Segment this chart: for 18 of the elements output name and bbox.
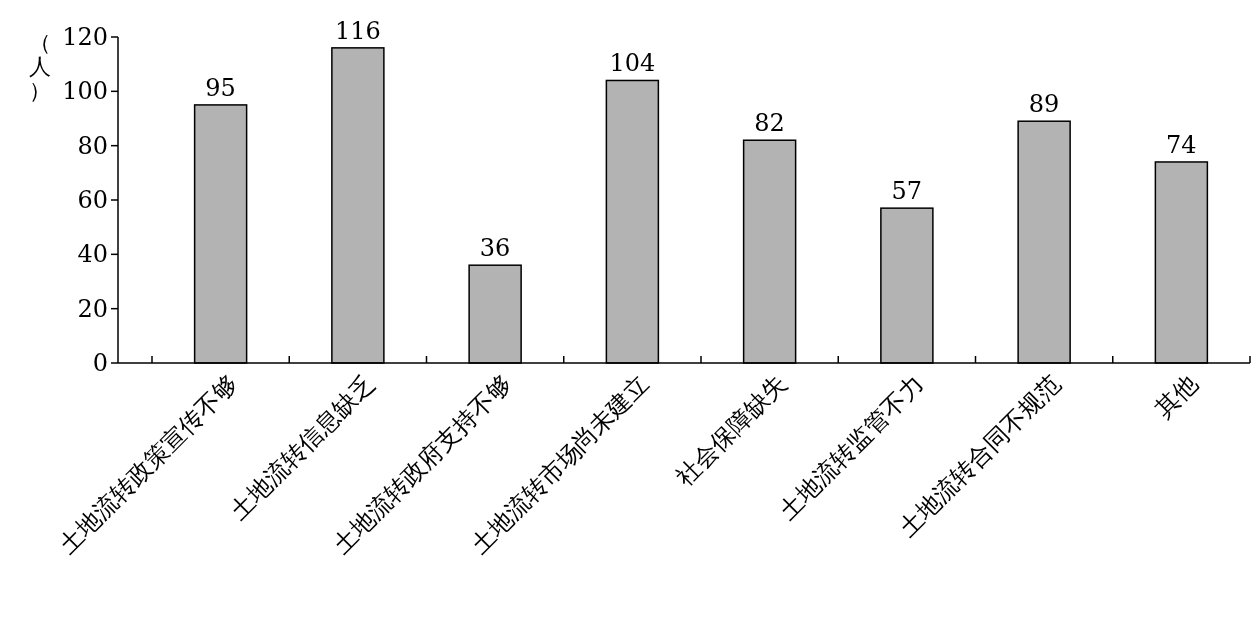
y-tick-label: 80 xyxy=(77,131,108,160)
y-tick-label: 40 xyxy=(77,240,108,269)
data-label: 57 xyxy=(891,177,923,206)
data-label: 116 xyxy=(334,16,381,45)
x-tick-label: 其他 xyxy=(1149,369,1204,424)
y-tick-label: 120 xyxy=(62,23,108,51)
data-label: 95 xyxy=(205,73,236,102)
y-tick-label: 0 xyxy=(92,349,108,377)
data-label: 36 xyxy=(479,234,511,263)
y-tick-label: 20 xyxy=(77,294,108,323)
x-tick-label: 社会保障缺失 xyxy=(670,369,792,492)
data-label: 82 xyxy=(754,109,785,138)
data-label: 74 xyxy=(1166,130,1197,159)
y-tick-label: 100 xyxy=(62,77,108,106)
data-label: 104 xyxy=(609,49,656,78)
data-label: 89 xyxy=(1028,90,1060,119)
y-tick-label: 60 xyxy=(77,186,108,214)
y-axis-title: （人） xyxy=(29,30,51,103)
